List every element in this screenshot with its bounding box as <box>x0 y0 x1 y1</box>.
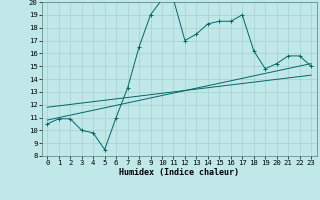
X-axis label: Humidex (Indice chaleur): Humidex (Indice chaleur) <box>119 168 239 177</box>
